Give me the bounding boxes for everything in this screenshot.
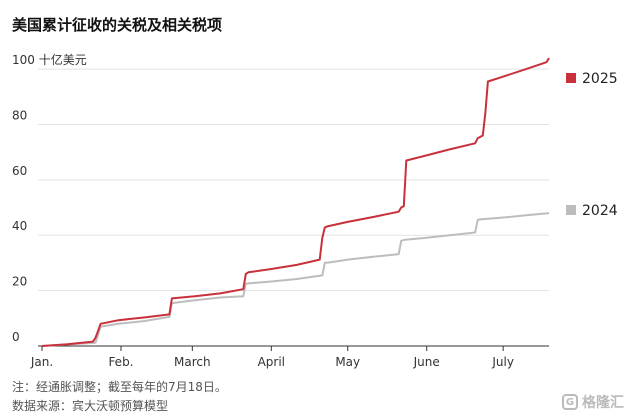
- watermark-text: 格隆汇: [582, 395, 624, 411]
- x-tick-label-5: June: [413, 355, 440, 369]
- legend-label-2024: 2024: [582, 203, 618, 219]
- watermark: G 格隆汇: [562, 392, 624, 412]
- x-axis: Jan. Feb. March April May June July: [30, 346, 514, 369]
- x-tick-label-3: April: [258, 355, 285, 369]
- y-tick-label-0: 0: [12, 330, 20, 344]
- legend: 2024 2025: [566, 71, 618, 219]
- chart-footnote: 注：经通胀调整；截至每年的7月18日。: [12, 380, 227, 394]
- legend-swatch-2024: [566, 205, 576, 215]
- x-tick-label-2: March: [174, 355, 211, 369]
- x-tick-label-4: May: [335, 355, 360, 369]
- series-line-2024: [41, 212, 550, 347]
- legend-swatch-2025: [566, 73, 576, 83]
- chart-title: 美国累计征收的关税及相关税项: [12, 16, 223, 34]
- x-tick-label-1: Feb.: [108, 355, 133, 369]
- x-tick-label-0: Jan.: [30, 355, 53, 369]
- grid-lines: [38, 68, 549, 347]
- y-tick-label-40: 40: [12, 219, 27, 233]
- y-tick-label-60: 60: [12, 164, 27, 178]
- chart-source: 数据来源：宾大沃顿预算模型: [12, 399, 169, 413]
- legend-label-2025: 2025: [582, 71, 618, 87]
- y-axis: 0 20 40 60 80 100 十亿美元: [12, 52, 87, 344]
- watermark-logo-icon: G: [562, 394, 578, 410]
- x-tick-label-6: July: [491, 355, 514, 369]
- y-tick-label-20: 20: [12, 275, 27, 289]
- y-tick-label-80: 80: [12, 108, 27, 122]
- y-tick-label-100: 100 十亿美元: [12, 52, 87, 67]
- series-lines: [41, 57, 550, 347]
- series-line-2025: [41, 57, 550, 347]
